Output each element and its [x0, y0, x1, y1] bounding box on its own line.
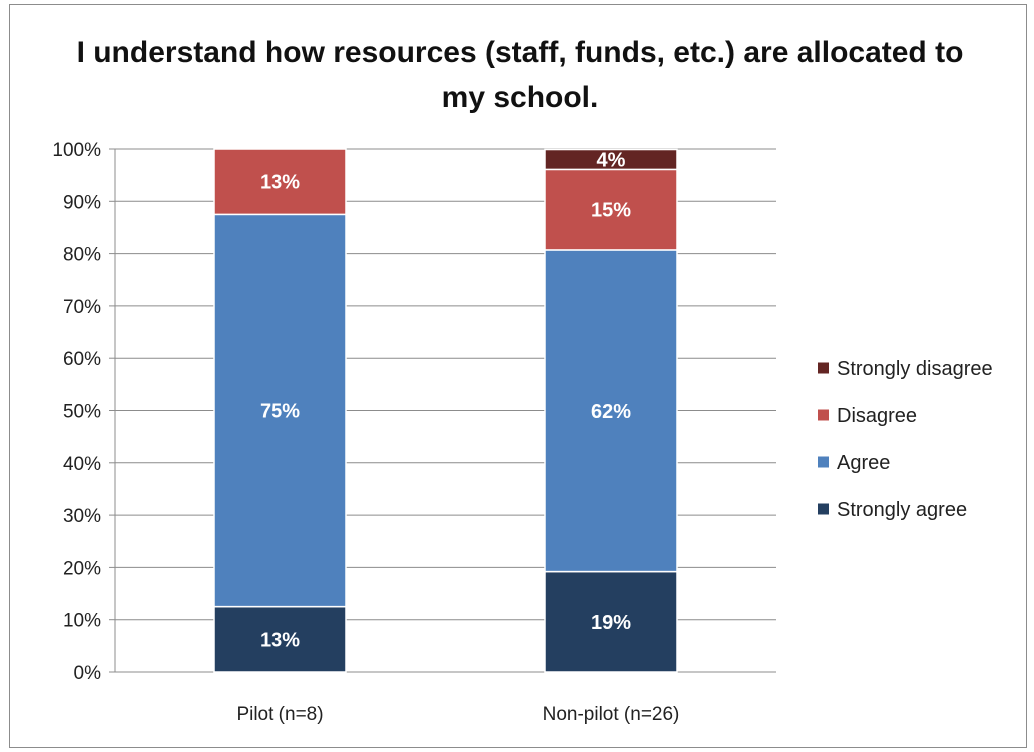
- y-tick-label: 80%: [63, 245, 101, 266]
- y-tick-label: 90%: [63, 192, 101, 213]
- bar-segment: [544, 249, 678, 573]
- legend-swatch: [818, 456, 829, 468]
- chart-title: I understand how resources (staff, funds…: [76, 36, 964, 114]
- data-label: 75%: [260, 401, 300, 423]
- x-category-label: Pilot (n=8): [236, 704, 323, 725]
- y-tick-label: 10%: [63, 611, 101, 632]
- bar-segment: [213, 148, 347, 216]
- y-tick-label: 50%: [63, 402, 101, 423]
- legend-swatch: [818, 362, 829, 374]
- x-category-label: Non-pilot (n=26): [543, 704, 680, 725]
- y-tick-label: 70%: [63, 297, 101, 318]
- bar-segment: [544, 148, 678, 171]
- data-label: 15%: [591, 200, 631, 222]
- y-tick-label: 100%: [52, 140, 101, 161]
- data-label: 19%: [591, 612, 631, 634]
- y-tick-label: 30%: [63, 506, 101, 527]
- bar-segment: [213, 213, 347, 608]
- y-tick-label: 20%: [63, 558, 101, 579]
- chart-frame: [9, 4, 1027, 748]
- legend-label: Agree: [837, 452, 890, 474]
- legend-label: Disagree: [837, 405, 917, 427]
- legend-label: Strongly agree: [837, 499, 967, 521]
- bar-segment: [544, 168, 678, 251]
- data-label: 13%: [260, 172, 300, 194]
- y-tick-label: 0%: [74, 663, 102, 684]
- y-tick-label: 40%: [63, 454, 101, 475]
- legend-swatch: [818, 409, 829, 421]
- bar-segment: [544, 570, 678, 673]
- bar-segment: [213, 605, 347, 673]
- legend-label: Strongly disagree: [837, 358, 993, 380]
- legend-swatch: [818, 503, 829, 515]
- data-label: 62%: [591, 401, 631, 423]
- y-tick-label: 60%: [63, 349, 101, 370]
- data-label: 4%: [597, 149, 626, 171]
- data-label: 13%: [260, 629, 300, 651]
